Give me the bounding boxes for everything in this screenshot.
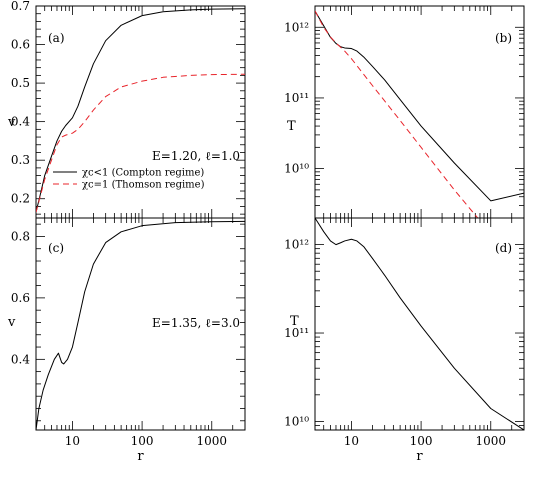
- legend-entry: χc<1 (Compton regime): [82, 168, 204, 179]
- plot-frame: [35, 217, 246, 431]
- x-tick-label: 100: [410, 434, 433, 448]
- y-tick-label: 10¹¹: [284, 91, 309, 105]
- chart-panel-c: 10 100 1000 r 0.4 0.6 0.8 v (c) E=1.35, ℓ=3.0: [7, 217, 246, 464]
- y-tick-label: 0.3: [11, 153, 30, 167]
- y-tick-label: 0.6: [11, 38, 30, 52]
- y-tick-label: 0.6: [11, 291, 30, 305]
- y-tick-label: 0.4: [11, 115, 30, 129]
- y-axis-label: T: [290, 314, 299, 329]
- y-tick-label: 0.4: [11, 352, 30, 366]
- y-tick-label: 10¹²: [284, 20, 309, 34]
- x-axis-label: r: [137, 449, 144, 464]
- chart-panel-d: 10 100 1000 r 10¹² 10¹¹ 10¹⁰ T (d): [284, 217, 525, 464]
- series-line-thomson: [36, 73, 245, 213]
- y-axis-label: T: [287, 119, 296, 134]
- series-line-compton: [36, 8, 245, 213]
- plot-frame: [314, 5, 525, 219]
- y-axis-label: v: [7, 315, 16, 330]
- panel-label: (d): [495, 241, 512, 255]
- y-tick-label: 10¹¹: [284, 326, 309, 340]
- x-tick-label: 100: [131, 434, 154, 448]
- x-tick-label: 1000: [196, 434, 227, 448]
- series-line-compton: [315, 218, 524, 430]
- x-tick-label: 10: [344, 434, 359, 448]
- x-tick-label: 10: [65, 434, 80, 448]
- legend: χc<1 (Compton regime)χc=1 (Thomson regim…: [53, 168, 205, 191]
- x-tick-label: 1000: [475, 434, 506, 448]
- parameter-annotation: E=1.20, ℓ=1.0: [152, 149, 240, 163]
- y-tick-label: 10¹²: [284, 238, 309, 252]
- plot-frame: [314, 217, 525, 431]
- y-tick-label: 0.7: [11, 0, 30, 13]
- y-tick-label: 10¹⁰: [284, 414, 309, 428]
- panel-label: (c): [48, 241, 64, 255]
- legend-entry: χc=1 (Thomson regime): [82, 180, 205, 191]
- x-axis-label: r: [416, 449, 423, 464]
- panel-label: (a): [48, 31, 65, 45]
- panel-label: (b): [495, 31, 512, 45]
- y-tick-label: 0.8: [11, 229, 30, 243]
- y-tick-label: 0.5: [11, 76, 30, 90]
- series-line-compton: [36, 220, 245, 430]
- series-line-compton: [315, 10, 524, 202]
- y-tick-label: 0.2: [11, 192, 30, 206]
- y-axis-label: v: [7, 115, 16, 130]
- chart-panel-a: 0.2 0.3 0.4 0.5 0.6 0.7 v (a) E=1.20, ℓ=1.0 χc<1 …: [7, 0, 246, 219]
- chart-panel-b: 10¹² 10¹¹ 10¹⁰ T (b): [284, 5, 525, 219]
- y-tick-label: 10¹⁰: [284, 162, 309, 176]
- parameter-annotation: E=1.35, ℓ=3.0: [152, 316, 240, 330]
